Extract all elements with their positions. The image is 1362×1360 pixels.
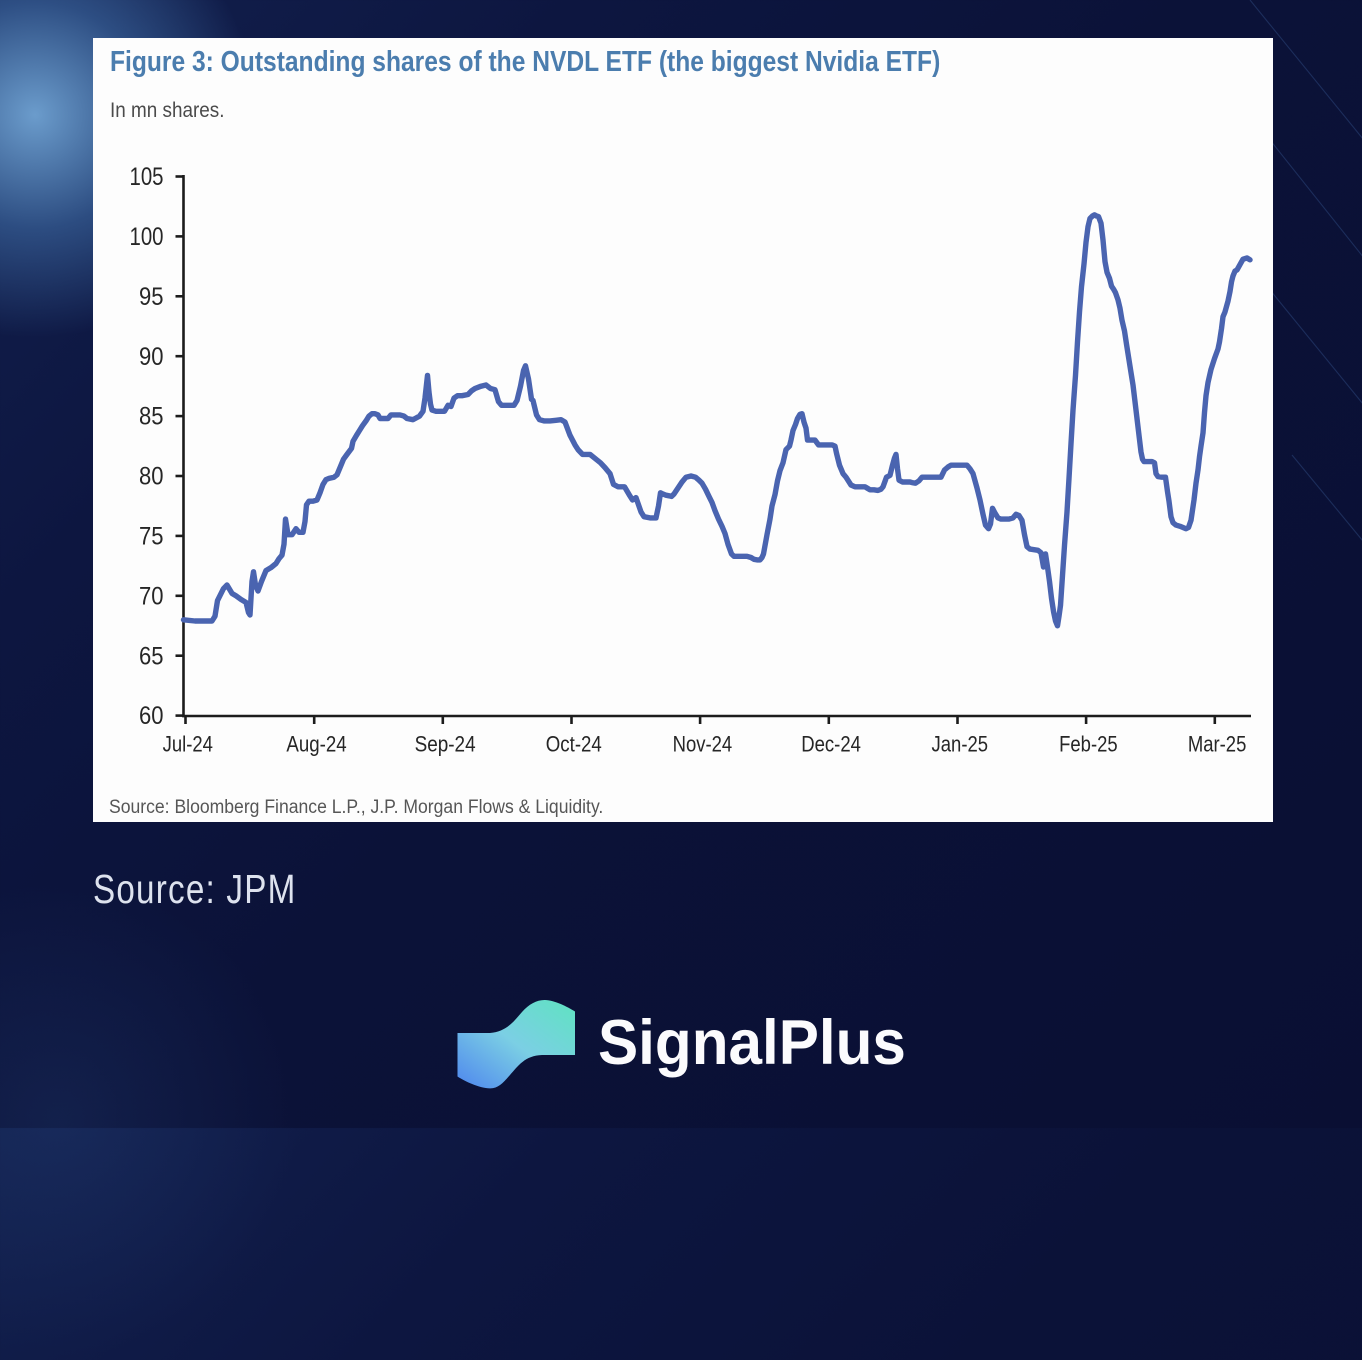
svg-text:60: 60 <box>139 702 164 730</box>
svg-text:80: 80 <box>139 463 164 491</box>
svg-text:90: 90 <box>139 343 164 371</box>
svg-text:Jul-24: Jul-24 <box>163 732 213 757</box>
svg-text:Aug-24: Aug-24 <box>286 732 346 757</box>
svg-text:105: 105 <box>130 163 164 191</box>
svg-text:Oct-24: Oct-24 <box>546 732 602 757</box>
svg-text:75: 75 <box>139 523 164 551</box>
svg-text:Feb-25: Feb-25 <box>1059 732 1118 757</box>
svg-text:100: 100 <box>130 223 164 251</box>
svg-text:70: 70 <box>139 582 164 610</box>
svg-text:65: 65 <box>139 642 164 670</box>
svg-text:85: 85 <box>139 403 164 431</box>
svg-text:Dec-24: Dec-24 <box>801 732 861 757</box>
svg-text:Mar-25: Mar-25 <box>1188 732 1247 757</box>
svg-text:95: 95 <box>139 283 164 311</box>
svg-text:Jan-25: Jan-25 <box>932 732 989 757</box>
svg-text:Nov-24: Nov-24 <box>673 732 733 757</box>
svg-text:Sep-24: Sep-24 <box>415 732 476 757</box>
